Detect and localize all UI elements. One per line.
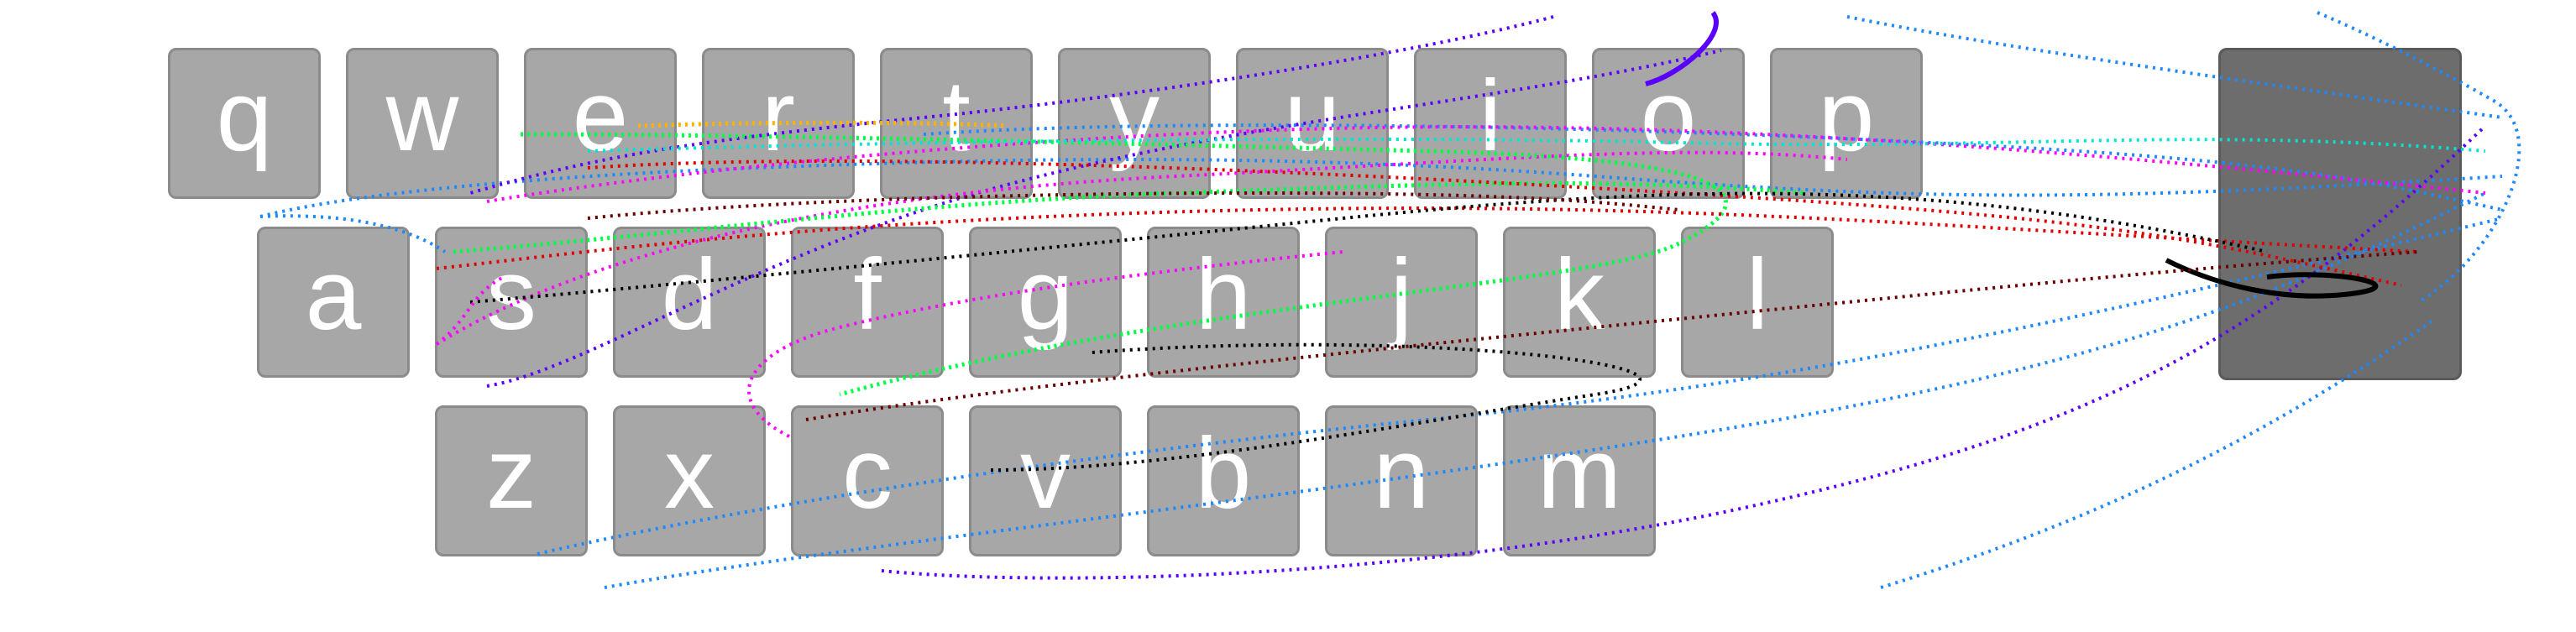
key-t[interactable]: t xyxy=(880,48,1033,199)
key-b[interactable]: b xyxy=(1147,405,1300,556)
key-o[interactable]: o xyxy=(1592,48,1745,199)
backspace-key[interactable] xyxy=(2218,48,2462,380)
key-p[interactable]: p xyxy=(1770,48,1923,199)
key-s[interactable]: s xyxy=(435,227,588,378)
key-y[interactable]: y xyxy=(1058,48,1211,199)
key-i[interactable]: i xyxy=(1414,48,1567,199)
key-d[interactable]: d xyxy=(613,227,766,378)
key-q[interactable]: q xyxy=(168,48,321,199)
key-u[interactable]: u xyxy=(1236,48,1389,199)
key-v[interactable]: v xyxy=(969,405,1122,556)
key-w[interactable]: w xyxy=(346,48,499,199)
key-z[interactable]: z xyxy=(435,405,588,556)
key-x[interactable]: x xyxy=(613,405,766,556)
key-c[interactable]: c xyxy=(791,405,944,556)
key-j[interactable]: j xyxy=(1325,227,1478,378)
key-f[interactable]: f xyxy=(791,227,944,378)
key-h[interactable]: h xyxy=(1147,227,1300,378)
key-m[interactable]: m xyxy=(1503,405,1656,556)
key-k[interactable]: k xyxy=(1503,227,1656,378)
key-r[interactable]: r xyxy=(702,48,855,199)
key-n[interactable]: n xyxy=(1325,405,1478,556)
key-e[interactable]: e xyxy=(524,48,677,199)
key-l[interactable]: l xyxy=(1681,227,1834,378)
key-g[interactable]: g xyxy=(969,227,1122,378)
key-a[interactable]: a xyxy=(257,227,410,378)
